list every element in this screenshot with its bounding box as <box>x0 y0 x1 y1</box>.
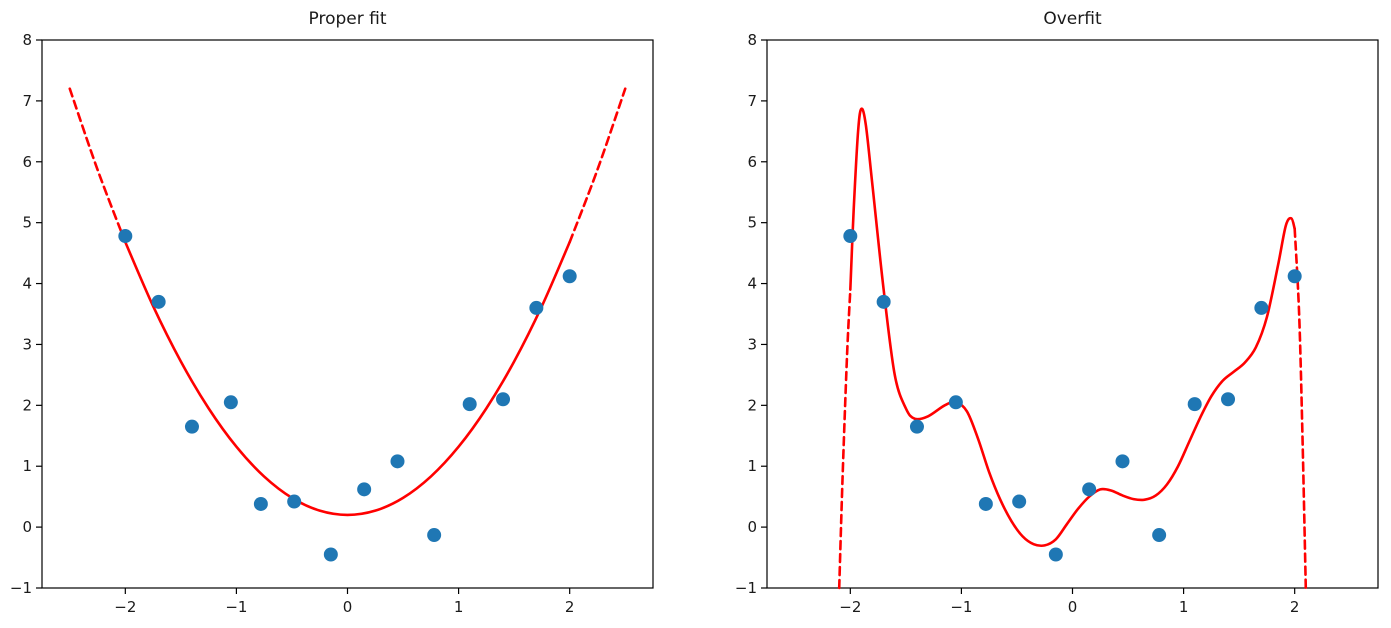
data-point <box>1152 528 1167 543</box>
y-tick-label: 3 <box>22 335 32 353</box>
data-point <box>223 395 238 410</box>
fit-curve-segment-dashed <box>68 87 127 244</box>
fit-curve-segment-solid <box>849 107 1296 548</box>
data-point <box>1082 482 1097 497</box>
y-tick-label: 3 <box>747 335 757 353</box>
x-tick-label: 0 <box>343 598 353 616</box>
y-axis: −1 0 1 2 3 4 5 6 7 8 <box>735 31 767 597</box>
data-point <box>118 229 133 244</box>
data-point <box>496 392 511 407</box>
x-axis: −2 −1 0 1 2 <box>839 588 1299 616</box>
x-tick-label: −1 <box>950 598 972 616</box>
fit-curve-segment-solid <box>124 240 571 517</box>
plot-title-overfit: Overfit <box>1043 9 1102 29</box>
y-tick-label: 2 <box>22 396 32 414</box>
data-point <box>909 419 924 434</box>
y-tick-label: −1 <box>10 579 32 597</box>
data-point <box>1115 454 1130 469</box>
y-tick-label: 0 <box>22 518 32 536</box>
proper-fit-plot: −2 −1 0 1 2 −1 0 1 2 3 4 5 6 7 8 <box>10 31 654 616</box>
data-point <box>1287 269 1302 284</box>
y-axis: −1 0 1 2 3 4 5 6 7 8 <box>10 31 42 597</box>
fit-curve <box>837 107 1308 590</box>
scatter-points <box>118 229 577 562</box>
data-point <box>529 300 544 315</box>
fit-curve-segment-dashed <box>568 87 627 244</box>
data-point <box>323 547 338 562</box>
data-point <box>253 496 268 511</box>
data-point <box>1254 300 1269 315</box>
y-tick-label: 7 <box>22 92 32 110</box>
data-point <box>1221 392 1236 407</box>
y-tick-label: 2 <box>747 396 757 414</box>
overfit-plot: −2 −1 0 1 2 −1 0 1 2 3 4 5 6 7 8 <box>735 31 1379 616</box>
x-tick-label: 2 <box>565 598 575 616</box>
x-tick-label: 0 <box>1068 598 1078 616</box>
y-tick-label: 5 <box>747 214 757 232</box>
fit-curve <box>68 87 627 517</box>
data-point <box>390 454 405 469</box>
x-tick-label: 2 <box>1290 598 1300 616</box>
y-tick-label: 8 <box>747 31 757 49</box>
y-tick-label: 1 <box>22 457 32 475</box>
data-point <box>184 419 199 434</box>
data-point <box>357 482 372 497</box>
plot-title-proper-fit: Proper fit <box>308 9 387 29</box>
data-point <box>427 528 442 543</box>
y-tick-label: −1 <box>735 579 757 597</box>
x-tick-label: −2 <box>839 598 861 616</box>
scatter-points <box>843 229 1302 562</box>
y-tick-label: 8 <box>22 31 32 49</box>
data-point <box>1012 494 1027 509</box>
x-axis: −2 −1 0 1 2 <box>114 588 574 616</box>
y-tick-label: 5 <box>22 214 32 232</box>
y-tick-label: 0 <box>747 518 757 536</box>
data-point <box>287 494 302 509</box>
y-tick-label: 7 <box>747 92 757 110</box>
y-tick-label: 4 <box>747 275 757 293</box>
data-point <box>1187 397 1202 412</box>
data-point <box>151 294 166 309</box>
data-point <box>1048 547 1063 562</box>
x-tick-label: −1 <box>225 598 247 616</box>
data-point <box>562 269 577 284</box>
y-tick-label: 4 <box>22 275 32 293</box>
subplot-overfit: Overfit −2 −1 0 1 2 −1 0 1 2 3 4 5 6 7 8 <box>695 0 1390 628</box>
subplot-proper-fit: Proper fit −2 −1 0 1 2 −1 0 1 2 3 4 5 6 7 8 <box>0 0 695 628</box>
fit-curve-segment-dashed <box>837 288 852 590</box>
data-point <box>948 395 963 410</box>
x-tick-label: 1 <box>1179 598 1189 616</box>
data-point <box>876 294 891 309</box>
x-tick-label: −2 <box>114 598 136 616</box>
y-tick-label: 6 <box>22 153 32 171</box>
y-tick-label: 1 <box>747 457 757 475</box>
x-tick-label: 1 <box>454 598 464 616</box>
data-point <box>462 397 477 412</box>
data-point <box>978 496 993 511</box>
y-tick-label: 6 <box>747 153 757 171</box>
data-point <box>843 229 858 244</box>
axes-frame <box>41 39 654 589</box>
